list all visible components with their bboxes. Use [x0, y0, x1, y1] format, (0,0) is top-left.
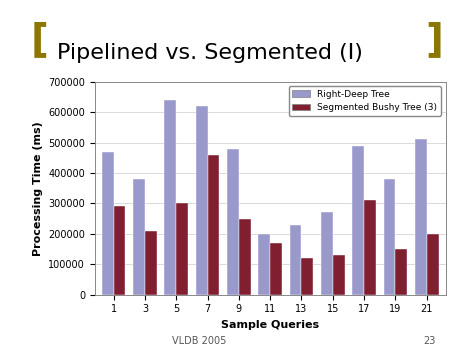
Bar — [383, 179, 395, 295]
Bar — [133, 179, 145, 295]
Bar — [427, 234, 438, 295]
Bar — [415, 140, 427, 295]
Text: ]: ] — [425, 21, 443, 59]
Bar — [364, 200, 376, 295]
Bar — [227, 149, 239, 295]
Y-axis label: Processing Time (ms): Processing Time (ms) — [33, 121, 43, 256]
Bar — [208, 155, 219, 295]
Bar — [333, 255, 345, 295]
Bar — [395, 249, 407, 295]
Text: Pipelined vs. Segmented (I): Pipelined vs. Segmented (I) — [57, 43, 363, 62]
Bar — [114, 206, 126, 295]
Bar — [270, 243, 282, 295]
Bar — [145, 231, 157, 295]
Bar — [196, 106, 208, 295]
Bar — [352, 146, 364, 295]
Text: VLDB 2005: VLDB 2005 — [172, 336, 226, 346]
Bar — [176, 203, 188, 295]
Legend: Right-Deep Tree, Segmented Bushy Tree (3): Right-Deep Tree, Segmented Bushy Tree (3… — [289, 86, 441, 116]
X-axis label: Sample Queries: Sample Queries — [221, 320, 319, 330]
Bar — [290, 225, 301, 295]
Text: 23: 23 — [424, 336, 436, 346]
Bar — [164, 100, 176, 295]
Bar — [239, 219, 251, 295]
Bar — [301, 258, 313, 295]
Bar — [321, 213, 333, 295]
Text: [: [ — [31, 21, 49, 59]
Bar — [102, 152, 114, 295]
Bar — [258, 234, 270, 295]
